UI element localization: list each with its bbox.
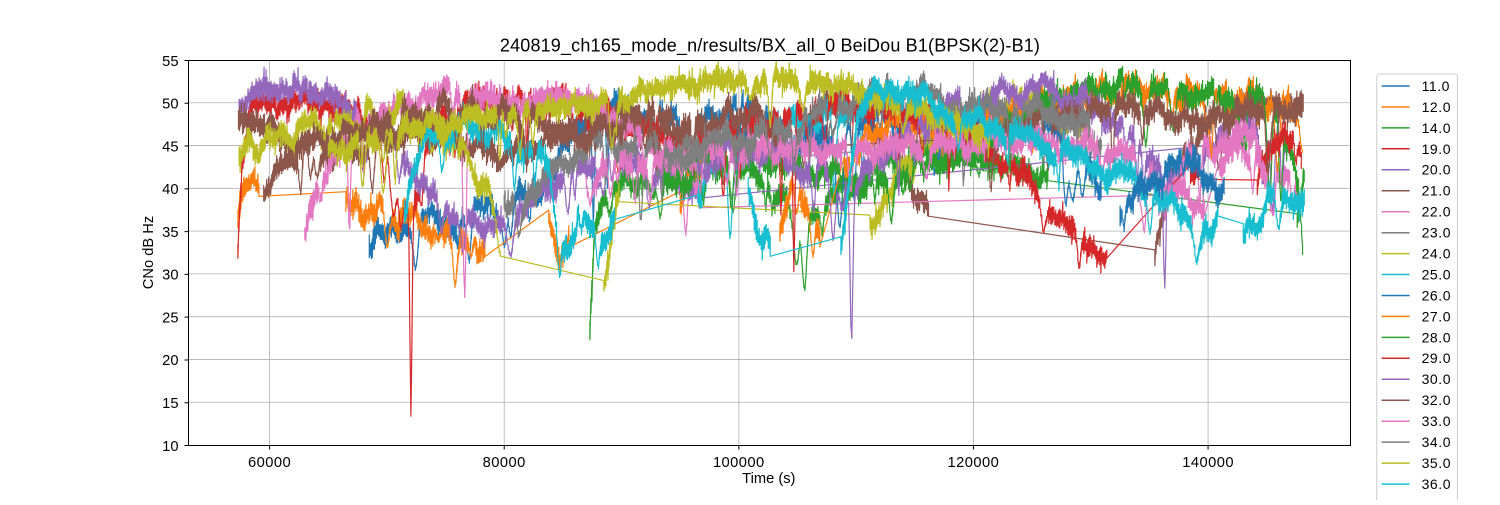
svg-text:25.0: 25.0 [1422, 266, 1451, 282]
svg-text:Time (s): Time (s) [742, 471, 795, 487]
svg-text:10: 10 [162, 439, 178, 455]
svg-text:32.0: 32.0 [1422, 392, 1451, 408]
svg-text:15: 15 [162, 396, 178, 412]
svg-text:22.0: 22.0 [1422, 204, 1451, 220]
svg-text:21.0: 21.0 [1422, 183, 1451, 199]
svg-text:20.0: 20.0 [1422, 162, 1451, 178]
svg-text:30: 30 [162, 268, 178, 284]
svg-text:60000: 60000 [248, 455, 291, 471]
svg-text:CNo dB Hz: CNo dB Hz [141, 216, 157, 289]
svg-text:24.0: 24.0 [1422, 246, 1451, 262]
svg-text:45: 45 [162, 139, 178, 155]
svg-text:34.0: 34.0 [1422, 434, 1451, 450]
svg-text:19.0: 19.0 [1422, 141, 1451, 157]
svg-text:80000: 80000 [483, 455, 526, 471]
svg-text:28.0: 28.0 [1422, 329, 1451, 345]
svg-text:35.0: 35.0 [1422, 455, 1451, 471]
svg-text:50: 50 [162, 97, 178, 113]
svg-text:11.0: 11.0 [1422, 78, 1450, 94]
svg-text:33.0: 33.0 [1422, 413, 1451, 429]
svg-text:120000: 120000 [948, 455, 1000, 471]
svg-text:14.0: 14.0 [1422, 120, 1451, 136]
svg-text:25: 25 [162, 311, 178, 327]
svg-text:36.0: 36.0 [1422, 476, 1451, 492]
svg-text:29.0: 29.0 [1422, 350, 1451, 366]
svg-text:27.0: 27.0 [1422, 308, 1451, 324]
svg-text:55: 55 [162, 54, 178, 70]
svg-text:20: 20 [162, 353, 178, 369]
svg-text:100000: 100000 [713, 455, 765, 471]
svg-text:26.0: 26.0 [1422, 287, 1451, 303]
svg-text:35: 35 [162, 225, 178, 241]
svg-text:240819_ch165_mode_n/results/BX: 240819_ch165_mode_n/results/BX_all_0 Bei… [500, 35, 1040, 56]
svg-text:30.0: 30.0 [1422, 371, 1451, 387]
svg-text:12.0: 12.0 [1422, 99, 1451, 115]
svg-text:23.0: 23.0 [1422, 225, 1451, 241]
svg-text:40: 40 [162, 182, 178, 198]
svg-text:140000: 140000 [1182, 455, 1234, 471]
